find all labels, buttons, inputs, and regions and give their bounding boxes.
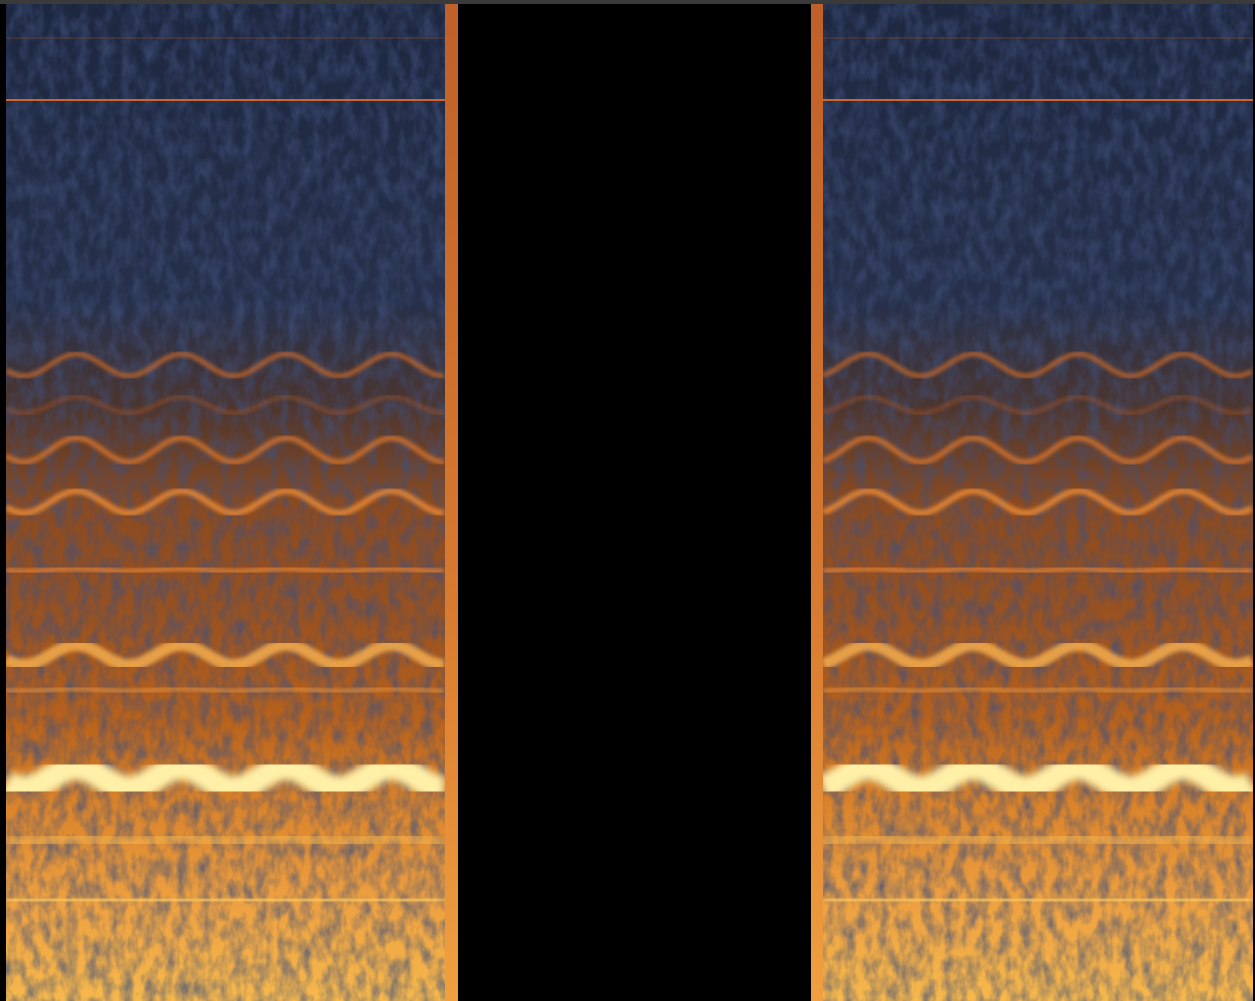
channel-edge (811, 4, 823, 1001)
top-border (0, 0, 1255, 4)
harmonic-band (6, 888, 444, 912)
harmonic-band (823, 830, 1253, 850)
harmonic-band (6, 351, 445, 379)
harmonic-band (6, 753, 445, 803)
spectrum-noise (6, 4, 445, 1001)
harmonic-band (6, 487, 445, 517)
left-channel (6, 4, 445, 1001)
harmonic-band (823, 753, 1253, 803)
harmonic-band (823, 888, 1253, 912)
channel-edge (445, 4, 458, 1001)
harmonic-band (823, 487, 1253, 517)
harmonic-band (823, 638, 1253, 672)
harmonic-band (6, 639, 445, 672)
spectrum-noise (823, 4, 1253, 1001)
harmonic-band (823, 564, 1253, 576)
harmonic-band (823, 351, 1253, 379)
right-channel (823, 4, 1253, 1001)
harmonic-band (823, 684, 1253, 696)
harmonic-band (823, 435, 1253, 465)
harmonic-band (6, 395, 445, 415)
harmonic-band (6, 684, 444, 696)
harmonic-band (6, 564, 444, 576)
harmonic-band (6, 435, 445, 465)
harmonic-band (6, 830, 444, 850)
harmonic-band (823, 395, 1253, 415)
